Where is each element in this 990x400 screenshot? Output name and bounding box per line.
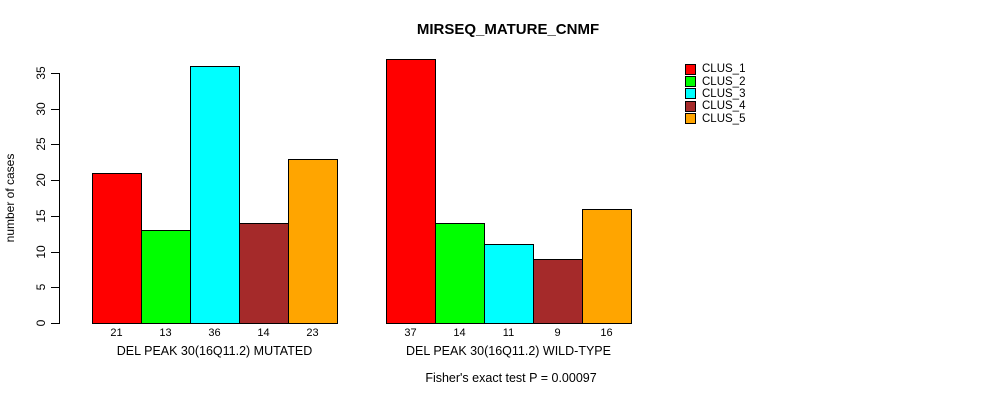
bar-clus_1: [92, 173, 142, 324]
legend-swatch-clus_1: [685, 63, 696, 75]
group-label: DEL PEAK 30(16Q11.2) MUTATED: [116, 344, 313, 358]
y-tick-label: 20: [34, 173, 48, 187]
legend-swatch-clus_3: [685, 88, 696, 100]
bar-value-label: 36: [208, 327, 221, 339]
bar-clus_5: [582, 209, 632, 324]
legend-label: CLUS_4: [702, 100, 746, 113]
y-tick-mark: [51, 287, 59, 288]
legend-label: CLUS_1: [702, 63, 746, 76]
legend-item: CLUS_2: [685, 75, 746, 88]
bar-clus_1: [386, 59, 436, 324]
bar-clus_5: [288, 159, 338, 324]
legend-swatch-clus_4: [685, 100, 696, 112]
bar-clus_3: [484, 244, 534, 324]
y-tick-mark: [51, 109, 59, 110]
y-tick-label: 5: [34, 283, 48, 291]
legend-swatch-clus_5: [685, 113, 696, 125]
group-label: DEL PEAK 30(16Q11.2) WILD-TYPE: [406, 344, 611, 358]
y-tick-mark: [51, 144, 59, 145]
legend-label: CLUS_5: [702, 112, 746, 125]
legend-label: CLUS_2: [702, 75, 746, 88]
bar-value-label: 14: [257, 327, 270, 339]
bar-value-label: 13: [159, 327, 172, 339]
bar-clus_4: [239, 223, 289, 324]
bar-clus_4: [533, 259, 583, 324]
bar-value-label: 14: [453, 327, 466, 339]
bar-clus_2: [141, 230, 191, 324]
y-tick-mark: [51, 180, 59, 181]
y-tick-label: 30: [34, 102, 48, 116]
chart-title: MIRSEQ_MATURE_CNMF: [416, 21, 600, 38]
legend-item: CLUS_4: [685, 100, 745, 112]
y-axis-line: [59, 73, 60, 324]
y-tick-label: 15: [34, 209, 48, 223]
bar-clus_3: [190, 66, 240, 324]
y-tick-mark: [51, 252, 59, 253]
legend-label: CLUS_3: [702, 87, 746, 100]
legend-item: CLUS_1: [685, 63, 745, 75]
y-tick-label: 25: [34, 137, 48, 151]
y-tick-mark: [51, 73, 59, 74]
bar-value-label: 9: [554, 327, 561, 339]
legend: CLUS_1 CLUS_2 CLUS_3 CLUS_4 CLUS_5: [685, 63, 745, 125]
caption: Fisher's exact test P = 0.00097: [425, 371, 597, 385]
legend-item: CLUS_5: [685, 113, 745, 125]
bar-value-label: 37: [404, 327, 417, 339]
y-tick-mark: [51, 216, 59, 217]
legend-item: CLUS_3: [685, 88, 745, 100]
bar-value-label: 11: [502, 327, 515, 339]
bar-value-label: 21: [110, 327, 123, 339]
y-tick-mark: [51, 323, 59, 324]
y-tick-label: 10: [34, 245, 48, 259]
y-tick-label: 35: [34, 66, 48, 80]
bar-clus_2: [435, 223, 485, 324]
y-tick-label: 0: [34, 319, 48, 327]
legend-swatch-clus_2: [685, 76, 696, 88]
bar-value-label: 16: [600, 327, 613, 339]
y-axis-label: number of cases: [3, 153, 17, 243]
bar-value-label: 23: [306, 327, 319, 339]
